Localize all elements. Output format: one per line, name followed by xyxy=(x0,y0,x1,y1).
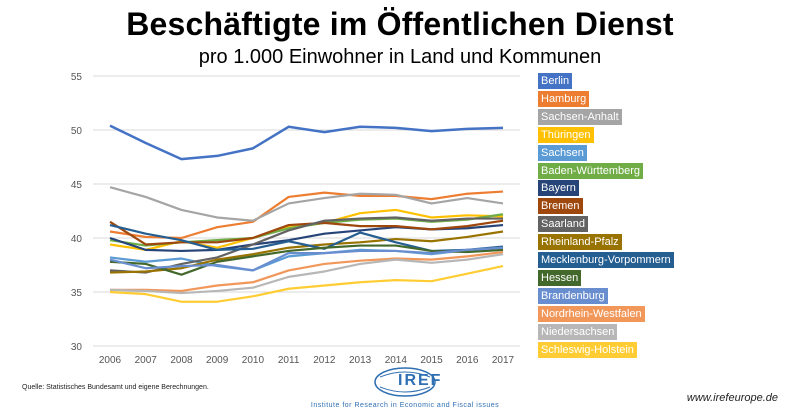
series-line-nordrhein-westfalen xyxy=(110,250,504,293)
legend-item: Brandenburg xyxy=(538,287,608,304)
legend-item: Berlin xyxy=(538,73,573,89)
y-tick-label: 45 xyxy=(71,180,83,191)
legend-item: Hamburg xyxy=(538,90,590,107)
x-tick-label: 2007 xyxy=(135,355,158,366)
x-tick-label: 2008 xyxy=(170,355,193,366)
y-tick-label: 55 xyxy=(71,72,83,83)
series-lines xyxy=(109,124,504,303)
x-tick-label: 2015 xyxy=(420,355,443,366)
x-tick-label: 2016 xyxy=(456,355,479,366)
legend-item: Bayern xyxy=(538,180,579,197)
y-tick-label: 35 xyxy=(71,288,83,299)
legend-item: Sachsen xyxy=(538,144,587,161)
x-tick-label: 2010 xyxy=(242,355,265,366)
series-line-berlin xyxy=(109,124,504,161)
chart-subtitle: pro 1.000 Einwohner in Land und Kommunen xyxy=(198,46,602,68)
legend-item: Nordrhein-Westfalen xyxy=(538,305,645,322)
website-link[interactable]: www.irefeurope.de xyxy=(686,392,778,404)
legend-item: Thüringen xyxy=(538,126,594,143)
iref-logo-icon xyxy=(374,367,436,397)
series-line-brandenburg xyxy=(109,246,504,272)
chart-title: Beschäftigte im Öffentlichen Dienst xyxy=(126,6,674,42)
legend-item: Mecklenburg-Vorpommern xyxy=(538,252,674,268)
institute-name: Institute for Research in Economic and F… xyxy=(310,402,500,409)
x-tick-label: 2013 xyxy=(349,355,372,366)
legend-item: Baden-Württemberg xyxy=(538,162,644,179)
series-line-schleswig-holstein xyxy=(109,265,504,303)
series-line-bremen xyxy=(109,219,504,246)
legend-item: Schleswig-Holstein xyxy=(538,341,637,358)
series-line-niedersachsen xyxy=(109,253,504,295)
logo-text: IREF xyxy=(398,372,443,389)
series-line-sachsen-anhalt xyxy=(109,186,504,222)
legend-item: Saarland xyxy=(538,216,589,233)
legend-item: Rheinland-Pfalz xyxy=(538,234,622,251)
x-tick-label: 2017 xyxy=(492,355,515,366)
y-tick-label: 40 xyxy=(71,234,83,245)
series-line-hamburg xyxy=(109,190,504,240)
x-tick-label: 2009 xyxy=(206,355,229,366)
x-tick-label: 2006 xyxy=(99,355,122,366)
x-tick-label: 2011 xyxy=(278,355,300,366)
grid-lines xyxy=(93,75,520,347)
legend-item: Sachsen-Anhalt xyxy=(538,108,622,125)
y-tick-label: 50 xyxy=(71,126,83,137)
legend-item: Bremen xyxy=(538,198,583,215)
x-tick-label: 2014 xyxy=(385,355,408,366)
source-note: Quelle: Statistisches Bundesamt und eige… xyxy=(22,384,209,391)
x-axis-ticks: 2006 2007 2008 2009 2010 2011 2012 2013 2014 2015… xyxy=(99,355,515,366)
series-line-hessen xyxy=(109,244,504,276)
y-axis-ticks: 30 35 40 45 50 55 xyxy=(71,72,83,353)
y-tick-label: 30 xyxy=(71,342,83,353)
legend-item: Hessen xyxy=(538,269,582,286)
legend-item: Niedersachsen xyxy=(538,323,618,340)
x-tick-label: 2012 xyxy=(313,355,336,366)
